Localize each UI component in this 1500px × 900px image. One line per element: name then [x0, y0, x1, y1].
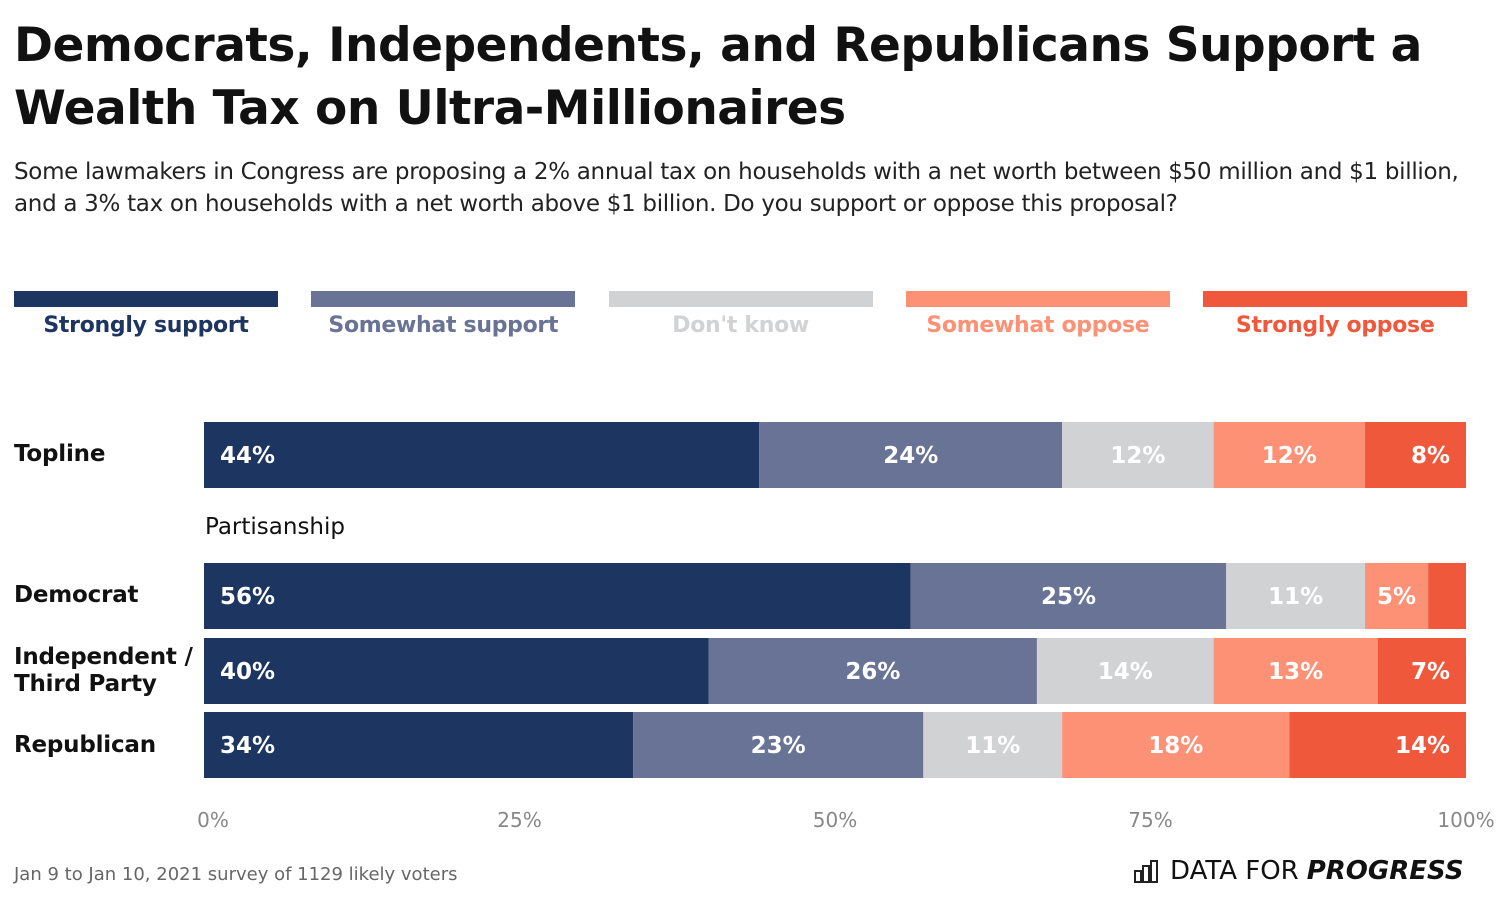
- data-label: 56%: [220, 584, 275, 610]
- legend-swatch: [1203, 291, 1468, 307]
- x-tick-label: 75%: [1128, 808, 1172, 832]
- bar-segment: [759, 422, 1063, 488]
- bar-segment: [204, 638, 709, 704]
- bar-segment: [910, 563, 1227, 629]
- data-label: 23%: [751, 733, 806, 759]
- bar-segment: [923, 712, 1063, 778]
- source-note: Jan 9 to Jan 10, 2021 survey of 1129 lik…: [14, 864, 458, 885]
- logo-text-light: DATA FOR: [1170, 856, 1299, 886]
- chart-subtitle: Some lawmakers in Congress are proposing…: [14, 159, 1459, 217]
- legend-swatch: [311, 291, 576, 307]
- x-tick-label: 50%: [813, 808, 857, 832]
- data-label: 8%: [1411, 443, 1450, 469]
- data-label: 26%: [845, 659, 900, 685]
- x-tick-label: 100%: [1437, 808, 1494, 832]
- legend-label: Strongly support: [43, 313, 249, 338]
- bar-segment: [204, 712, 634, 778]
- group-label-partisanship: Partisanship: [205, 514, 345, 540]
- bar-segment: [1062, 712, 1290, 778]
- data-label: 11%: [965, 733, 1020, 759]
- data-label: 12%: [1110, 443, 1165, 469]
- x-tick-label: 0%: [197, 808, 229, 832]
- data-label: 13%: [1268, 659, 1323, 685]
- bar-segment: [1289, 712, 1466, 778]
- data-label: 25%: [1041, 584, 1096, 610]
- chart-title: Democrats, Independents, and Republicans…: [14, 18, 1422, 136]
- legend-label: Somewhat oppose: [926, 313, 1150, 338]
- bar-segment: [1365, 563, 1429, 629]
- legend-item-strongly-oppose: Strongly oppose: [1203, 291, 1468, 338]
- data-label: 40%: [220, 659, 275, 685]
- data-label: 14%: [1098, 659, 1153, 685]
- bar-segment: [204, 563, 911, 629]
- row-label-democrat: Democrat: [14, 582, 139, 608]
- data-label: 24%: [883, 443, 938, 469]
- data-label: 11%: [1268, 584, 1323, 610]
- legend-item-somewhat-support: Somewhat support: [311, 291, 576, 338]
- bar-segment: [1213, 638, 1378, 704]
- data-label: 5%: [1377, 584, 1416, 610]
- bar-segment: [1062, 422, 1214, 488]
- bar-segment: [1226, 563, 1366, 629]
- data-label: 7%: [1411, 659, 1450, 685]
- legend-label: Somewhat support: [328, 313, 559, 338]
- logo: DATA FOR PROGRESS: [1134, 856, 1464, 886]
- row-label-republican: Republican: [14, 732, 156, 758]
- data-label: 14%: [1395, 733, 1450, 759]
- row-label-independent: Independent / Third Party: [14, 644, 193, 697]
- bar-segment: [1365, 422, 1466, 488]
- legend-label: Strongly oppose: [1235, 313, 1435, 338]
- legend-item-somewhat-oppose: Somewhat oppose: [905, 291, 1170, 338]
- data-label: 12%: [1262, 443, 1317, 469]
- legend-swatch: [905, 291, 1170, 307]
- logo-text-bold: PROGRESS: [1306, 856, 1464, 886]
- legend-label: Don't know: [672, 313, 809, 338]
- row-label-topline: Topline: [14, 441, 106, 467]
- bar-segment: [708, 638, 1037, 704]
- bar-segment: [1428, 563, 1466, 629]
- x-tick-label: 25%: [497, 808, 541, 832]
- bar-segment: [204, 422, 760, 488]
- legend-item-don-t-know: Don't know: [608, 291, 873, 338]
- bar-segment: [1213, 422, 1366, 488]
- data-label: 34%: [220, 733, 275, 759]
- legend-item-strongly-support: Strongly support: [14, 291, 278, 338]
- legend-swatch: [608, 291, 873, 307]
- legend-swatch: [14, 291, 278, 307]
- bar-chart-logo-icon: [1134, 860, 1158, 883]
- data-label: 18%: [1148, 733, 1203, 759]
- bar-segment: [633, 712, 924, 778]
- bar-segment: [1036, 638, 1214, 704]
- data-label: 44%: [220, 443, 275, 469]
- bar-segment: [1377, 638, 1466, 704]
